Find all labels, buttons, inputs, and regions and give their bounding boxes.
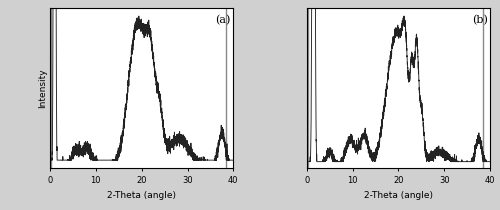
- Text: (a): (a): [215, 15, 230, 25]
- X-axis label: 2-Theta (angle): 2-Theta (angle): [107, 191, 176, 200]
- Y-axis label: Intensity: Intensity: [38, 68, 47, 108]
- X-axis label: 2-Theta (angle): 2-Theta (angle): [364, 191, 433, 200]
- Text: (b): (b): [472, 15, 488, 25]
